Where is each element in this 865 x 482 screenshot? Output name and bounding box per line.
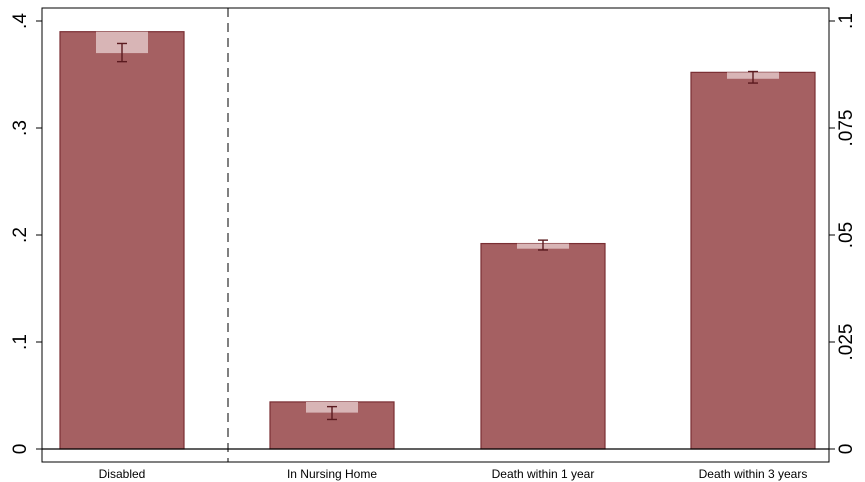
category-label-1: In Nursing Home (287, 467, 377, 481)
bar-2 (480, 242, 606, 450)
right-tick-label-0: 0 (836, 444, 857, 455)
category-label-0: Disabled (99, 467, 146, 481)
left-tick-label-3: .3 (10, 120, 31, 136)
axes-layer: Disabled In Nursing Home Death within 1 ye… (10, 13, 857, 481)
right-tick-label-1: .025 (836, 324, 857, 361)
bar-3 (690, 71, 816, 450)
left-tick-label-2: .2 (10, 227, 31, 243)
bars-layer (59, 31, 816, 450)
left-tick-label-4: .4 (10, 13, 31, 29)
right-tick-label-2: .05 (836, 222, 857, 248)
right-tick-label-3: .075 (836, 110, 857, 147)
left-tick-label-0: 0 (10, 444, 31, 455)
bar-0 (59, 31, 185, 450)
right-tick-label-4: .1 (836, 13, 857, 29)
category-label-3: Death within 3 years (699, 467, 808, 481)
bar-overlay-0 (96, 31, 148, 54)
left-tick-label-1: .1 (10, 334, 31, 350)
category-label-2: Death within 1 year (492, 467, 595, 481)
